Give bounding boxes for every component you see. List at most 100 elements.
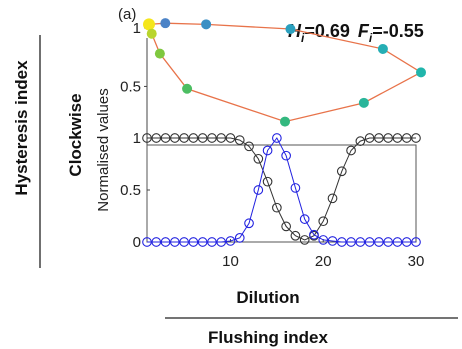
hysteresis-index-label: Hysteresis index	[12, 60, 31, 196]
black-series-marker	[272, 202, 282, 213]
loop-points	[143, 18, 426, 127]
blue-series-marker	[392, 237, 403, 247]
black-series-marker	[281, 221, 291, 232]
blue-series-marker	[197, 237, 208, 247]
top-y-tick-label: 0.5	[120, 78, 141, 95]
blue-series-marker	[151, 237, 162, 247]
blue-series-marker	[244, 218, 254, 229]
blue-series-marker	[346, 237, 356, 247]
hysteresis-loop-chart: 0.51	[120, 18, 426, 145]
blue-series-marker	[234, 232, 245, 243]
blue-series-marker	[327, 236, 338, 246]
clockwise-label: Clockwise	[66, 93, 85, 176]
f-symbol: F	[358, 21, 370, 41]
blue-series-marker	[262, 145, 273, 156]
h-value: =0.69	[304, 21, 350, 41]
black-series-marker	[290, 230, 301, 241]
blue-series-marker	[253, 185, 264, 195]
black-series-marker	[225, 133, 236, 143]
blue-series-marker	[290, 183, 301, 193]
loop-point	[285, 24, 296, 35]
loop-point	[358, 97, 369, 108]
blue-series-marker	[318, 235, 329, 245]
blue-series-marker	[355, 237, 366, 247]
normalised-values-label: Normalised values	[95, 88, 112, 211]
panel-label: (a)	[118, 6, 136, 23]
black-series-marker	[327, 193, 338, 204]
black-series-line	[147, 137, 416, 241]
blue-series-marker	[281, 150, 291, 161]
black-series-marker	[364, 133, 375, 143]
blue-series-marker	[207, 237, 217, 247]
black-series-marker	[234, 135, 245, 145]
black-series-marker	[169, 133, 180, 143]
blue-series-marker	[401, 237, 412, 247]
blue-series-marker	[160, 237, 171, 247]
loop-point	[416, 67, 426, 78]
blue-series-marker	[336, 237, 347, 247]
blue-series-marker	[364, 237, 375, 247]
blue-series-marker	[225, 236, 236, 246]
loop-point	[182, 83, 193, 94]
black-series-marker	[216, 133, 227, 143]
bottom-ticks: 10 20 30 0 0.5 1	[120, 130, 424, 270]
y-tick-label: 0	[133, 234, 141, 251]
bottom-plot-frame	[146, 144, 417, 243]
blue-series-marker	[216, 237, 227, 247]
black-series-marker	[374, 133, 384, 143]
blue-series-marker	[179, 237, 189, 247]
flushing-index-label: Flushing index	[208, 328, 328, 347]
y-tick-label: 0.5	[120, 182, 141, 199]
blue-series-marker	[309, 229, 319, 240]
black-series-marker	[392, 133, 403, 143]
dilution-label: Dilution	[236, 288, 299, 307]
black-series-marker	[346, 145, 356, 156]
loop-point	[201, 19, 212, 30]
blue-series-marker	[188, 237, 199, 247]
black-series-marker	[188, 133, 199, 143]
x-tick-label: 10	[222, 253, 239, 270]
blue-series-marker	[169, 237, 180, 247]
top-y-ticks: 0.51	[120, 20, 147, 95]
loop-point	[160, 18, 171, 29]
h-subscript: i	[301, 31, 305, 45]
black-series-marker	[160, 133, 171, 143]
loop-point	[143, 18, 155, 31]
y-tick-label: 1	[133, 130, 141, 147]
loop-point	[280, 116, 290, 127]
black-series-marker	[401, 133, 412, 143]
f-subscript: i	[369, 31, 373, 45]
black-series-marker	[244, 141, 254, 152]
black-series-marker	[253, 153, 264, 164]
bottom-series	[142, 133, 421, 247]
black-series-marker	[383, 133, 394, 143]
dilution-line-chart: 10 20 30 0 0.5 1	[120, 130, 424, 270]
black-series-marker	[336, 166, 347, 177]
black-series-marker	[318, 216, 329, 227]
black-series-marker	[142, 133, 152, 143]
black-series-marker	[262, 176, 273, 187]
black-series-marker	[299, 235, 310, 245]
black-series-marker	[411, 133, 421, 143]
black-series-marker	[355, 136, 366, 146]
black-series-marker	[207, 133, 217, 143]
black-series-marker	[179, 133, 189, 143]
f-value: =-0.55	[372, 21, 424, 41]
loop-point	[377, 43, 388, 54]
blue-series-marker	[272, 133, 282, 143]
loop-point	[146, 28, 157, 39]
black-series-marker	[151, 133, 162, 143]
blue-series-marker	[411, 237, 421, 247]
x-tick-label: 30	[408, 253, 425, 270]
blue-series-marker	[299, 214, 310, 224]
loop-point	[154, 48, 165, 59]
top-y-tick-label: 1	[133, 20, 141, 37]
x-tick-label: 20	[315, 253, 332, 270]
blue-series-marker	[142, 237, 152, 247]
black-series-marker	[197, 133, 208, 143]
blue-series-line	[147, 137, 416, 243]
blue-series-marker	[374, 237, 384, 247]
blue-series-marker	[383, 237, 394, 247]
